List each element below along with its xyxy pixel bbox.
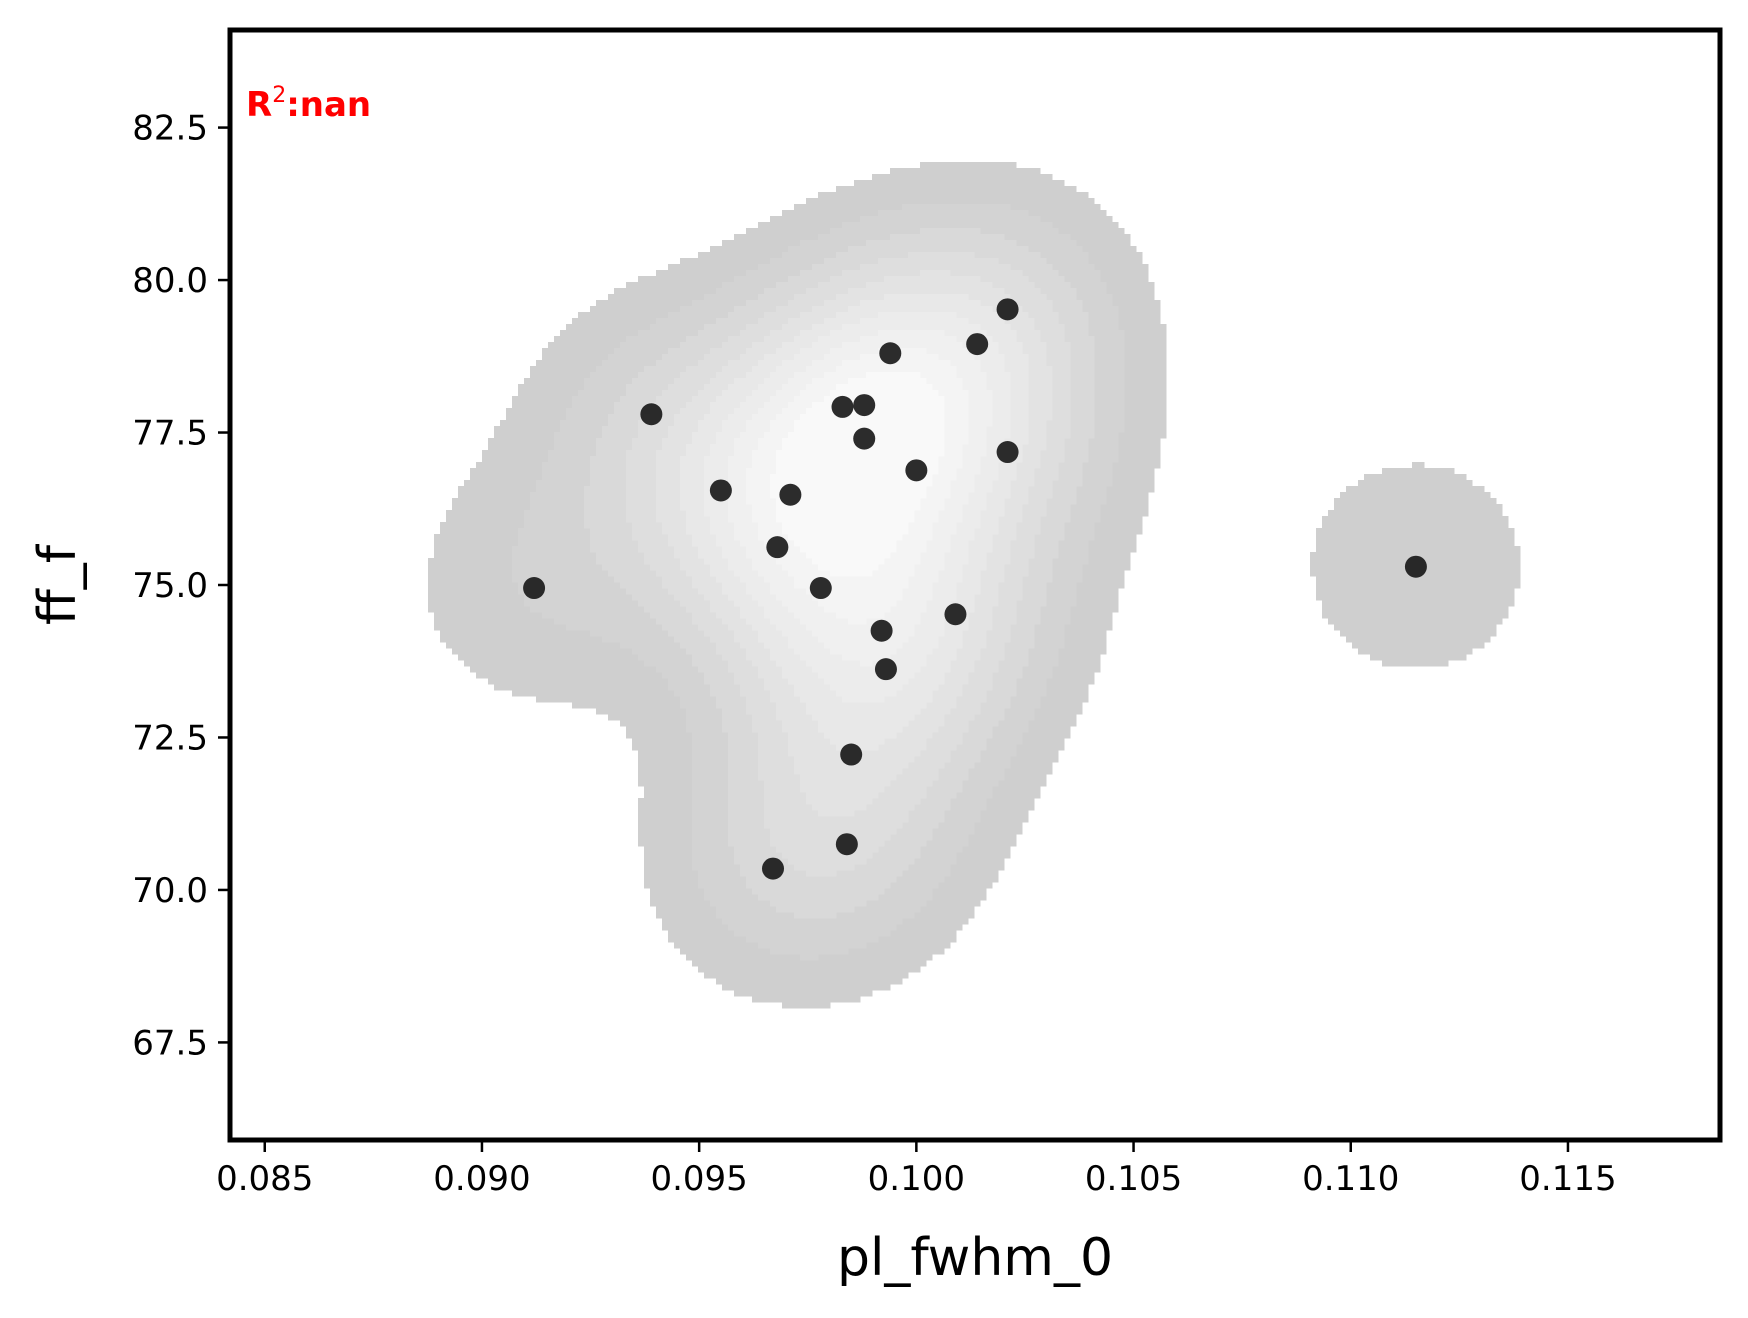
data-point (779, 484, 801, 506)
x-tick-label: 0.115 (1519, 1159, 1616, 1199)
annotation-r2: R2:nan (246, 83, 371, 125)
x-tick-label: 0.100 (868, 1159, 965, 1199)
data-point (879, 342, 901, 364)
data-point (840, 744, 862, 766)
data-point (853, 394, 875, 416)
x-tick-label: 0.085 (216, 1159, 313, 1199)
data-point (762, 858, 784, 880)
data-point (523, 577, 545, 599)
data-point (853, 428, 875, 450)
data-point (966, 333, 988, 355)
data-point (944, 603, 966, 625)
y-tick-label: 75.0 (132, 566, 208, 606)
x-tick-label: 0.105 (1085, 1159, 1182, 1199)
data-point (905, 459, 927, 481)
data-point (997, 298, 1019, 320)
data-point (710, 479, 732, 501)
y-axis-ticks: 67.5 70.0 72.5 75.0 77.5 80.0 82.5 (132, 109, 230, 1064)
data-point (1405, 556, 1427, 578)
data-point (640, 403, 662, 425)
x-axis-label: pl_fwhm_0 (837, 1228, 1113, 1288)
data-point (997, 441, 1019, 463)
x-tick-label: 0.110 (1302, 1159, 1399, 1199)
y-tick-label: 77.5 (132, 414, 208, 454)
y-tick-label: 67.5 (132, 1023, 208, 1063)
data-point (836, 833, 858, 855)
y-tick-label: 80.0 (132, 261, 208, 301)
data-point (871, 620, 893, 642)
x-tick-label: 0.095 (650, 1159, 747, 1199)
x-tick-label: 0.090 (433, 1159, 530, 1199)
y-tick-label: 70.0 (132, 871, 208, 911)
y-tick-label: 72.5 (132, 718, 208, 758)
y-tick-label: 82.5 (132, 109, 208, 149)
y-axis-label: ff_f (28, 543, 88, 625)
data-point (810, 577, 832, 599)
data-point (832, 396, 854, 418)
x-axis-ticks: 0.085 0.090 0.095 0.100 0.105 0.110 0.115 (216, 1140, 1617, 1199)
data-point (875, 658, 897, 680)
data-point (766, 536, 788, 558)
